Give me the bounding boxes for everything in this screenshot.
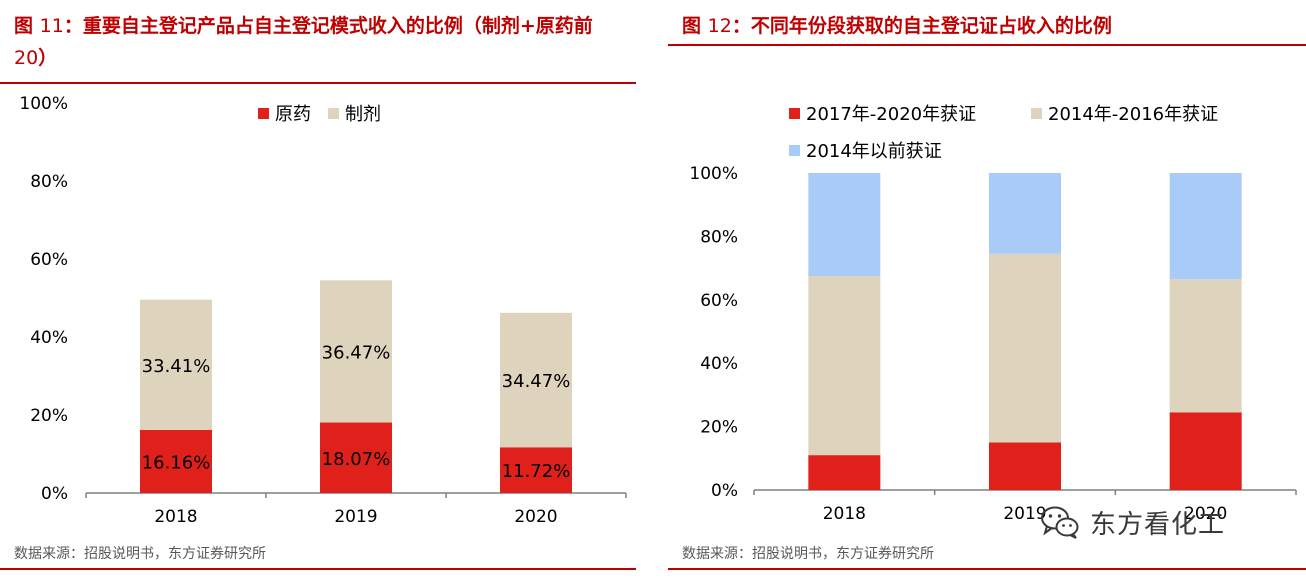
x-tick-label: 2018 bbox=[823, 504, 866, 524]
title-text: ：重要自主登记产品占自主登记模式收入的比例（制剂+原药前 bbox=[63, 15, 593, 37]
data-label: 11.72% bbox=[502, 461, 571, 482]
legend-label: 2017年-2020年获证 bbox=[806, 104, 976, 125]
y-tick-label: 100% bbox=[19, 94, 68, 114]
bottom-rule bbox=[668, 568, 1306, 570]
watermark: 东方看化工 bbox=[1040, 502, 1225, 542]
data-label: 36.47% bbox=[322, 342, 391, 363]
bar-segment bbox=[989, 442, 1061, 490]
x-tick-label: 2019 bbox=[1003, 504, 1046, 524]
bar-segment bbox=[500, 312, 572, 448]
y-tick-label: 80% bbox=[700, 227, 738, 247]
legend-swatch bbox=[328, 108, 339, 119]
data-label: 33.41% bbox=[142, 356, 211, 377]
y-tick-label: 60% bbox=[30, 250, 68, 270]
source-note: 数据来源：招股说明书，东方证券研究所 bbox=[14, 546, 266, 562]
x-tick-label: 2020 bbox=[1184, 504, 1227, 524]
title-number-2: 20 bbox=[14, 47, 39, 69]
bar-segment bbox=[808, 276, 881, 456]
x-tick-label: 2020 bbox=[514, 507, 557, 527]
title-number: 12 bbox=[707, 15, 732, 37]
title-rule bbox=[0, 82, 636, 84]
y-tick-label: 0% bbox=[41, 484, 68, 504]
legend-swatch bbox=[789, 145, 800, 156]
y-tick-label: 40% bbox=[30, 328, 68, 348]
bar-segment bbox=[140, 299, 212, 430]
title-text: ：不同年份段获取的自主登记证占收入的比例 bbox=[731, 15, 1112, 37]
figure-12-title: 图 12：不同年份段获取的自主登记证占收入的比例 bbox=[682, 10, 1294, 42]
y-tick-label: 0% bbox=[711, 481, 738, 501]
x-tick-label: 2019 bbox=[334, 507, 377, 527]
title-number: 11 bbox=[39, 15, 64, 37]
legend-label: 2014年以前获证 bbox=[806, 141, 942, 162]
bottom-rule bbox=[0, 568, 636, 570]
y-tick-label: 40% bbox=[700, 354, 738, 374]
y-tick-label: 100% bbox=[689, 164, 738, 184]
title-prefix: 图 bbox=[14, 15, 40, 37]
y-tick-label: 20% bbox=[700, 418, 738, 438]
legend-label: 2014年-2016年获证 bbox=[1048, 104, 1218, 125]
figure-11-panel: 图 11：重要自主登记产品占自主登记模式收入的比例（制剂+原药前 20） 0% 2… bbox=[0, 0, 636, 579]
figure-11-title: 图 11：重要自主登记产品占自主登记模式收入的比例（制剂+原药前 20） bbox=[14, 10, 626, 74]
legend-swatch bbox=[258, 108, 269, 119]
data-label: 16.16% bbox=[142, 452, 211, 473]
source-note: 数据来源：招股说明书，东方证券研究所 bbox=[682, 546, 934, 562]
bar-segment bbox=[1169, 279, 1242, 413]
wechat-icon bbox=[1041, 506, 1079, 539]
bar-segment bbox=[320, 280, 392, 423]
data-label: 34.47% bbox=[502, 371, 571, 392]
bar-segment bbox=[500, 447, 572, 493]
title-prefix: 图 bbox=[682, 15, 708, 37]
bar-segment bbox=[140, 429, 212, 493]
y-tick-label: 60% bbox=[700, 291, 738, 311]
bar-segment bbox=[808, 173, 881, 277]
legend-label: 原药 bbox=[275, 104, 311, 125]
legend-swatch bbox=[789, 108, 800, 119]
data-label: 18.07% bbox=[322, 449, 391, 470]
bar-segment bbox=[1169, 412, 1242, 490]
watermark-text: 东方看化工 bbox=[1090, 509, 1226, 540]
chart-12: 0% 20% 40% 60% 80% 100% 2018 2019 2020 2017年-2020… bbox=[689, 104, 1297, 524]
bar-segment bbox=[989, 253, 1061, 443]
y-tick-label: 80% bbox=[30, 172, 68, 192]
x-tick-label: 2018 bbox=[154, 507, 197, 527]
legend-label: 制剂 bbox=[345, 104, 381, 125]
legend-swatch bbox=[1031, 108, 1042, 119]
title-suffix: ） bbox=[38, 47, 58, 69]
bar-segment bbox=[989, 173, 1061, 254]
chart-11: 0% 20% 40% 60% 80% 100% 2018 16.16% 33.41% 2019 18… bbox=[19, 94, 627, 527]
title-rule bbox=[668, 44, 1306, 46]
bar-segment bbox=[1169, 173, 1242, 280]
bar-segment bbox=[320, 422, 392, 493]
y-tick-label: 20% bbox=[30, 406, 68, 426]
bar-segment bbox=[808, 455, 881, 490]
figure-12-panel: 图 12：不同年份段获取的自主登记证占收入的比例 0% 20% 40% 60% 80% 1… bbox=[668, 0, 1306, 579]
